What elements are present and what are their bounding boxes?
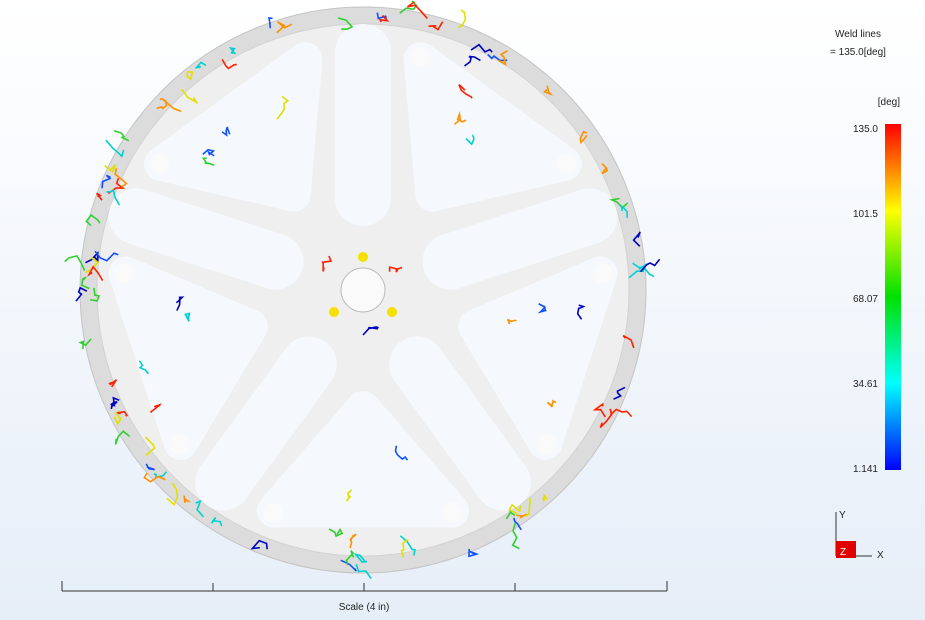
bolt-hole [263, 503, 283, 523]
bolt-hole [537, 434, 557, 454]
triad-x-label: X [877, 550, 884, 561]
bolt-hole [114, 263, 134, 283]
page: Weld lines = 135.0[deg] [deg] 135.0 101.5… [0, 0, 925, 620]
injection-point [329, 307, 339, 317]
legend-tick-label: 34.61 [853, 379, 878, 390]
injection-point [387, 307, 397, 317]
triad-z-label: Z [840, 547, 846, 558]
result-value: = 135.0[deg] [830, 47, 886, 58]
bolt-hole [443, 503, 463, 523]
bolt-hole [169, 434, 189, 454]
bolt-hole [411, 47, 431, 67]
result-title: Weld lines [835, 29, 881, 40]
legend-tick-label: 68.07 [853, 294, 878, 305]
legend-tick-label: 101.5 [853, 209, 878, 220]
viewport: Weld lines = 135.0[deg] [deg] 135.0 101.5… [0, 0, 925, 620]
legend-tick-label: 135.0 [853, 124, 878, 135]
center-hole [341, 268, 385, 312]
bolt-hole [149, 153, 169, 173]
triad-y-label: Y [839, 510, 846, 521]
scale-label: Scale (4 in) [339, 602, 390, 613]
legend-tick-label: 1.141 [853, 464, 878, 475]
bolt-hole [557, 153, 577, 173]
legend-unit: [deg] [878, 97, 900, 108]
injection-point [358, 252, 368, 262]
bolt-hole [592, 263, 612, 283]
color-bar [885, 124, 901, 470]
wheel-model [80, 7, 646, 573]
